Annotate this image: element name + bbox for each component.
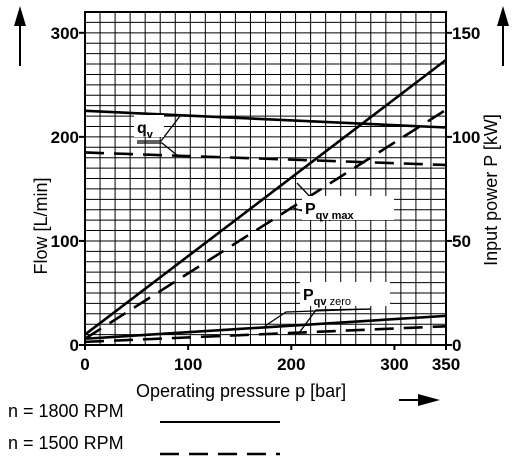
legend-label-1800: n = 1800 RPM <box>8 401 124 421</box>
x-tick-label: 350 <box>432 355 460 374</box>
tick-marks <box>79 31 452 350</box>
x-tick-label: 300 <box>380 355 408 374</box>
x-tick-label: 200 <box>277 355 305 374</box>
x-axis-title: Operating pressure p [bar] <box>136 381 346 401</box>
qv-leader-solid <box>137 115 181 142</box>
y-left-tick-label: 200 <box>51 128 79 147</box>
callout-label-pqvmax: Pqv max <box>305 201 354 222</box>
x-tick-label: 0 <box>80 355 89 374</box>
y-left-arrowhead <box>14 6 26 26</box>
y-right-tick-label: 100 <box>452 128 480 147</box>
y-right-tick-label: 0 <box>452 336 461 355</box>
series-line-qv-1500 <box>84 151 447 167</box>
series-line-Pqv_max-1500 <box>84 108 447 340</box>
y-right-tick-label: 150 <box>452 24 480 43</box>
callout-label-pqvzero: Pqv zero <box>303 287 351 308</box>
callout-label-qv: qv <box>137 120 154 141</box>
y-right-tick-label: 50 <box>452 232 471 251</box>
callout-background <box>302 196 394 220</box>
series-line-Pqv_max-1800 <box>84 58 447 336</box>
legend-samples <box>160 421 280 456</box>
qv-leader-dashed <box>137 142 179 157</box>
x-tick-label: 100 <box>174 355 202 374</box>
series-line-Pqv_zero-1800 <box>84 314 447 341</box>
series <box>84 58 447 344</box>
series-line-qv-1800 <box>84 109 447 129</box>
series-line-Pqv_zero-1500 <box>84 324 447 344</box>
plot-frame <box>84 11 447 346</box>
y-left-tick-label: 300 <box>51 24 79 43</box>
axis-arrows <box>14 6 509 406</box>
x-arrowhead <box>418 394 440 406</box>
pqvzero-leader-dashed <box>298 308 372 334</box>
y-left-tick-label: 100 <box>51 232 79 251</box>
y-left-tick-label: 0 <box>70 336 79 355</box>
callout-background <box>134 115 164 137</box>
y-right-arrowhead <box>497 6 509 26</box>
legend-label-1500: n = 1500 RPM <box>8 433 124 453</box>
callout-background <box>300 282 390 306</box>
y-axis-title-left: Flow [L/min] <box>31 177 51 274</box>
y-axis-title-right: Input power P [kW] <box>481 114 501 266</box>
grid <box>84 11 447 346</box>
